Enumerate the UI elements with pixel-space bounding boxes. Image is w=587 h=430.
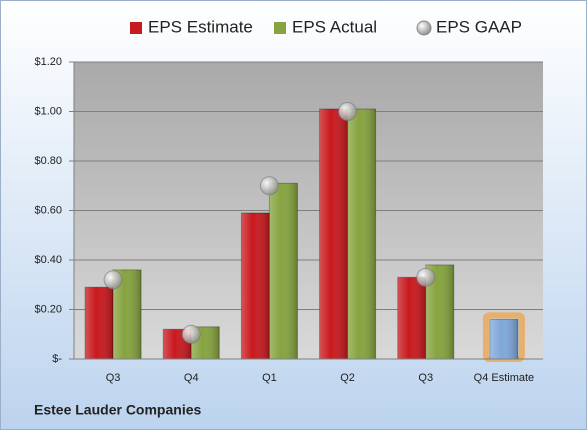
x-tick-label: Q4 Estimate <box>474 372 535 384</box>
y-tick-label: $0.20 <box>34 303 62 315</box>
legend-marker <box>416 20 432 36</box>
bar-shade <box>85 287 114 359</box>
footnote: Estee Lauder Companies <box>34 402 201 418</box>
gaap-point <box>259 176 279 196</box>
y-tick-label: $0.40 <box>34 254 62 266</box>
bar-shade <box>241 212 270 359</box>
y-tick-label: $- <box>52 353 62 365</box>
x-tick-label: Q4 <box>184 372 199 384</box>
bar-shade <box>347 109 376 360</box>
legend-label: EPS Estimate <box>148 17 253 36</box>
legend-label: EPS GAAP <box>436 17 522 36</box>
legend-label: EPS Actual <box>292 17 377 36</box>
bar-shade <box>319 109 348 360</box>
x-tick-label: Q2 <box>340 372 355 384</box>
y-tick-label: $1.00 <box>34 105 62 117</box>
gaap-point <box>103 270 123 290</box>
gaap-point <box>338 102 358 121</box>
bar-shade <box>397 277 426 359</box>
bar-shade <box>269 183 298 359</box>
gaap-point <box>416 267 436 287</box>
x-tick-label: Q3 <box>418 372 433 384</box>
legend-marker <box>274 22 286 34</box>
y-tick-label: $1.20 <box>34 56 62 68</box>
x-tick-label: Q3 <box>106 372 121 384</box>
y-tick-label: $0.80 <box>34 155 62 167</box>
bar-shade <box>489 319 518 359</box>
x-tick-label: Q1 <box>262 372 277 384</box>
y-tick-label: $0.60 <box>34 204 62 216</box>
gaap-point <box>181 324 201 344</box>
legend-marker <box>130 22 142 34</box>
